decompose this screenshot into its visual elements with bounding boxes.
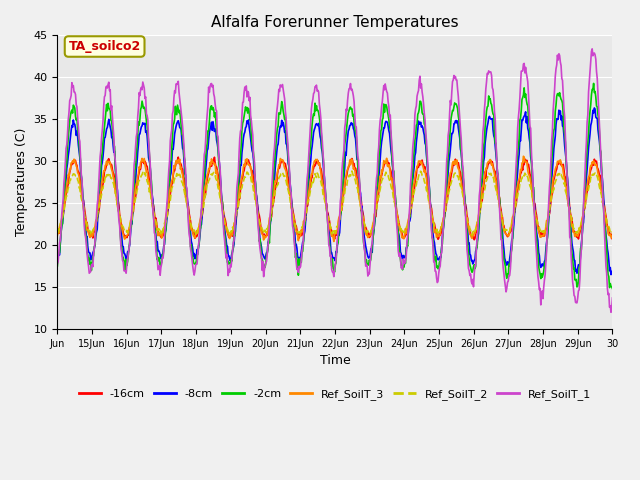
-2cm bbox=[590, 81, 598, 86]
-8cm bbox=[609, 268, 616, 274]
-16cm bbox=[249, 168, 257, 174]
-16cm bbox=[118, 225, 126, 231]
Ref_SoilT_1 bbox=[248, 126, 256, 132]
Ref_SoilT_2 bbox=[54, 230, 61, 236]
-8cm bbox=[591, 105, 598, 111]
Line: -8cm: -8cm bbox=[58, 108, 612, 275]
Ref_SoilT_1 bbox=[118, 257, 126, 263]
-2cm bbox=[248, 141, 256, 147]
Ref_SoilT_2 bbox=[269, 201, 277, 206]
-2cm bbox=[118, 254, 126, 260]
Legend: -16cm, -8cm, -2cm, Ref_SoilT_3, Ref_SoilT_2, Ref_SoilT_1: -16cm, -8cm, -2cm, Ref_SoilT_3, Ref_Soil… bbox=[74, 384, 595, 404]
-2cm bbox=[423, 158, 431, 164]
Ref_SoilT_1 bbox=[54, 261, 61, 267]
Line: -2cm: -2cm bbox=[58, 84, 612, 288]
Ref_SoilT_2 bbox=[424, 192, 432, 198]
-16cm bbox=[609, 231, 616, 237]
Ref_SoilT_2 bbox=[118, 223, 126, 229]
Ref_SoilT_1 bbox=[269, 163, 277, 168]
Ref_SoilT_1 bbox=[392, 212, 400, 218]
-2cm bbox=[392, 203, 400, 208]
-8cm bbox=[118, 243, 126, 249]
Ref_SoilT_3 bbox=[54, 232, 61, 238]
-16cm bbox=[393, 209, 401, 215]
-16cm bbox=[175, 154, 182, 160]
Ref_SoilT_3 bbox=[330, 239, 338, 244]
Title: Alfalfa Forerunner Temperatures: Alfalfa Forerunner Temperatures bbox=[211, 15, 459, 30]
-16cm bbox=[270, 198, 278, 204]
X-axis label: Time: Time bbox=[319, 354, 350, 367]
-2cm bbox=[609, 286, 616, 291]
Text: TA_soilco2: TA_soilco2 bbox=[68, 40, 141, 53]
Ref_SoilT_1 bbox=[221, 237, 228, 243]
-16cm bbox=[424, 182, 432, 188]
-2cm bbox=[269, 186, 277, 192]
-8cm bbox=[54, 252, 61, 258]
Ref_SoilT_3 bbox=[609, 233, 616, 239]
Ref_SoilT_3 bbox=[520, 154, 527, 159]
Ref_SoilT_2 bbox=[348, 168, 356, 174]
-16cm bbox=[470, 237, 478, 242]
Line: -16cm: -16cm bbox=[58, 157, 612, 240]
Ref_SoilT_1 bbox=[609, 295, 616, 301]
Ref_SoilT_3 bbox=[221, 221, 228, 227]
Y-axis label: Temperatures (C): Temperatures (C) bbox=[15, 128, 28, 236]
-8cm bbox=[269, 193, 277, 199]
-16cm bbox=[221, 217, 229, 223]
-8cm bbox=[248, 148, 256, 154]
-16cm bbox=[54, 230, 61, 236]
-8cm bbox=[423, 160, 431, 166]
Ref_SoilT_3 bbox=[424, 188, 432, 194]
Line: Ref_SoilT_3: Ref_SoilT_3 bbox=[58, 156, 612, 241]
Ref_SoilT_2 bbox=[609, 228, 616, 234]
Ref_SoilT_2 bbox=[248, 180, 256, 186]
-8cm bbox=[607, 272, 615, 277]
Ref_SoilT_1 bbox=[607, 310, 615, 315]
-8cm bbox=[221, 225, 228, 231]
Line: Ref_SoilT_2: Ref_SoilT_2 bbox=[58, 171, 612, 235]
Ref_SoilT_2 bbox=[468, 232, 476, 238]
Line: Ref_SoilT_1: Ref_SoilT_1 bbox=[58, 49, 612, 312]
Ref_SoilT_1 bbox=[423, 151, 431, 157]
Ref_SoilT_2 bbox=[393, 211, 401, 217]
-2cm bbox=[221, 231, 228, 237]
-2cm bbox=[54, 263, 61, 269]
Ref_SoilT_3 bbox=[118, 229, 126, 235]
Ref_SoilT_1 bbox=[588, 46, 596, 52]
-8cm bbox=[392, 208, 400, 214]
Ref_SoilT_3 bbox=[393, 210, 401, 216]
Ref_SoilT_3 bbox=[248, 174, 256, 180]
Ref_SoilT_2 bbox=[221, 217, 228, 223]
Ref_SoilT_3 bbox=[269, 195, 277, 201]
